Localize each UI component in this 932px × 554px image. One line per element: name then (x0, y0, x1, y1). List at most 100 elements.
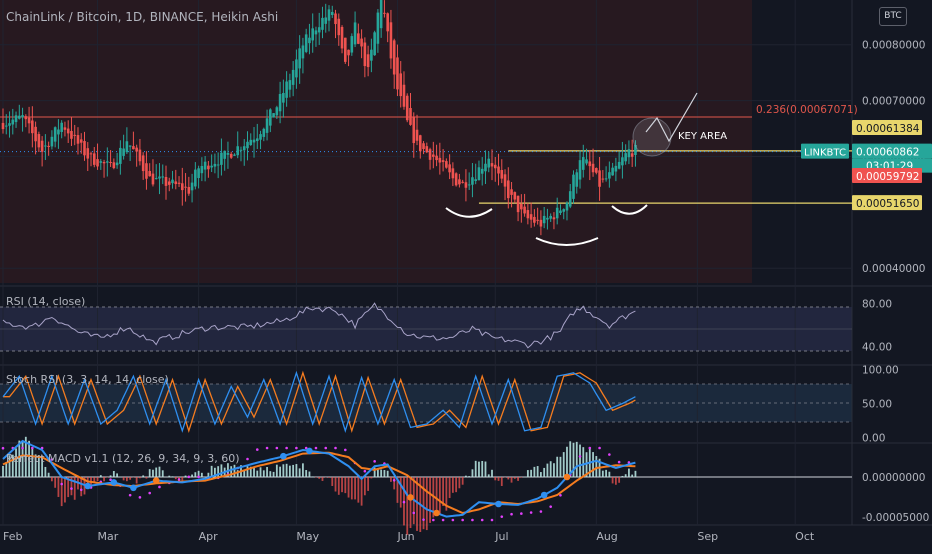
candle-body (128, 145, 132, 147)
candle-body (223, 150, 226, 159)
macd-histogram-bar (145, 477, 148, 479)
macd-histogram-bar (533, 466, 536, 477)
macd-histogram-bar (347, 477, 350, 498)
candle-body (546, 217, 549, 220)
candle-body (308, 37, 311, 44)
macd-histogram-bar (553, 463, 555, 477)
macd-histogram-bar (139, 477, 141, 479)
macd-histogram-bar (334, 477, 337, 492)
candle-body (549, 215, 552, 219)
macd-histogram-bar (530, 469, 533, 477)
candle-body (138, 149, 142, 162)
candle-body (4, 125, 8, 127)
macd-histogram-bar (305, 470, 308, 477)
macd-histogram-bar (99, 475, 102, 477)
candle-body (288, 80, 292, 90)
candle-body (112, 162, 116, 169)
macd-histogram-bar (350, 477, 353, 500)
candle-body (562, 209, 566, 212)
candle-body (529, 214, 533, 220)
macd-signal-dot (608, 453, 611, 456)
macd-signal-dot (344, 448, 347, 452)
rsi-tick-label: 40.00 (862, 342, 892, 354)
macd-histogram-bar (135, 477, 138, 484)
candle-body (304, 34, 308, 52)
macd-histogram-bar (611, 477, 614, 484)
macd-histogram-bar (500, 477, 503, 486)
candle-body (614, 165, 618, 172)
candle-body (44, 145, 47, 147)
fib-level-label: 0.236(0.00067071) (756, 104, 858, 116)
candle-body (236, 146, 240, 156)
candle-body (340, 26, 344, 49)
candle-body (96, 159, 99, 167)
candle-body (363, 42, 367, 67)
candle-body (158, 176, 161, 179)
candle-body (555, 207, 559, 219)
candle-body (458, 179, 461, 185)
macd-histogram-bar (37, 455, 40, 477)
x-tick-May: May (296, 530, 319, 543)
macd-histogram-bar (165, 476, 167, 478)
macd-histogram-bar (73, 477, 76, 500)
candle-body (353, 22, 357, 45)
candle-body (627, 149, 631, 158)
candle-body (57, 129, 60, 135)
macd-histogram-bar (377, 468, 379, 477)
macd-histogram-bar (279, 466, 281, 477)
macd-histogram-bar (513, 477, 516, 479)
candle-body (428, 149, 432, 160)
macd-histogram-bar (275, 464, 278, 477)
candle-body (418, 135, 422, 152)
macd-histogram-bar (302, 463, 304, 477)
candle-body (135, 147, 138, 152)
candle-body (448, 164, 451, 173)
macd-histogram-bar (181, 477, 184, 481)
macd-histogram-bar (435, 477, 438, 515)
macd-cross-marker (540, 491, 548, 499)
macd-histogram-bar (601, 470, 604, 477)
candle-body (487, 158, 491, 168)
candle-body (373, 32, 376, 56)
candle-body (585, 159, 588, 164)
macd-histogram-bar (608, 471, 611, 477)
macd-histogram-bar (60, 477, 63, 507)
bearish-zone-shade (0, 0, 752, 283)
candle-body (366, 54, 370, 68)
macd-signal-dot (50, 458, 54, 461)
macd-histogram-bar (298, 468, 301, 477)
macd-signal-dot (578, 455, 582, 458)
candle-body (194, 169, 197, 187)
stoch-tick-label: 0.00 (862, 433, 885, 445)
last-price-tag-text: 0.00060862 (856, 147, 919, 159)
candle-body (239, 149, 243, 151)
candle-body (207, 165, 210, 170)
macd-signal-dot (559, 494, 562, 497)
macd-histogram-bar (230, 466, 233, 477)
macd-histogram-bar (634, 470, 637, 477)
macd-histogram-bar (28, 440, 30, 477)
candle-body (181, 183, 184, 191)
macd-histogram-bar (526, 470, 529, 477)
candle-body (272, 113, 275, 118)
resistance-price-tag-bg (852, 120, 922, 135)
candle-body (526, 210, 530, 219)
x-tick-Oct: Oct (795, 530, 815, 543)
macd-histogram-bar (331, 477, 334, 486)
candle-body (435, 155, 438, 161)
macd-histogram-bar (458, 477, 461, 489)
macd-histogram-bar (572, 442, 575, 477)
macd-histogram-bar (393, 477, 396, 490)
macd-histogram-bar (575, 441, 578, 477)
candle-body (520, 203, 523, 210)
macd-histogram-bar (357, 477, 360, 503)
candle-body (285, 81, 288, 98)
macd-signal-dot (70, 487, 73, 490)
candle-body (357, 33, 360, 44)
macd-histogram-bar (455, 477, 458, 493)
y-tick-label: 0.00080000 (862, 40, 925, 52)
candle-body (79, 139, 83, 143)
currency-badge[interactable]: BTC (879, 7, 907, 26)
macd-signal-dot (412, 511, 416, 515)
